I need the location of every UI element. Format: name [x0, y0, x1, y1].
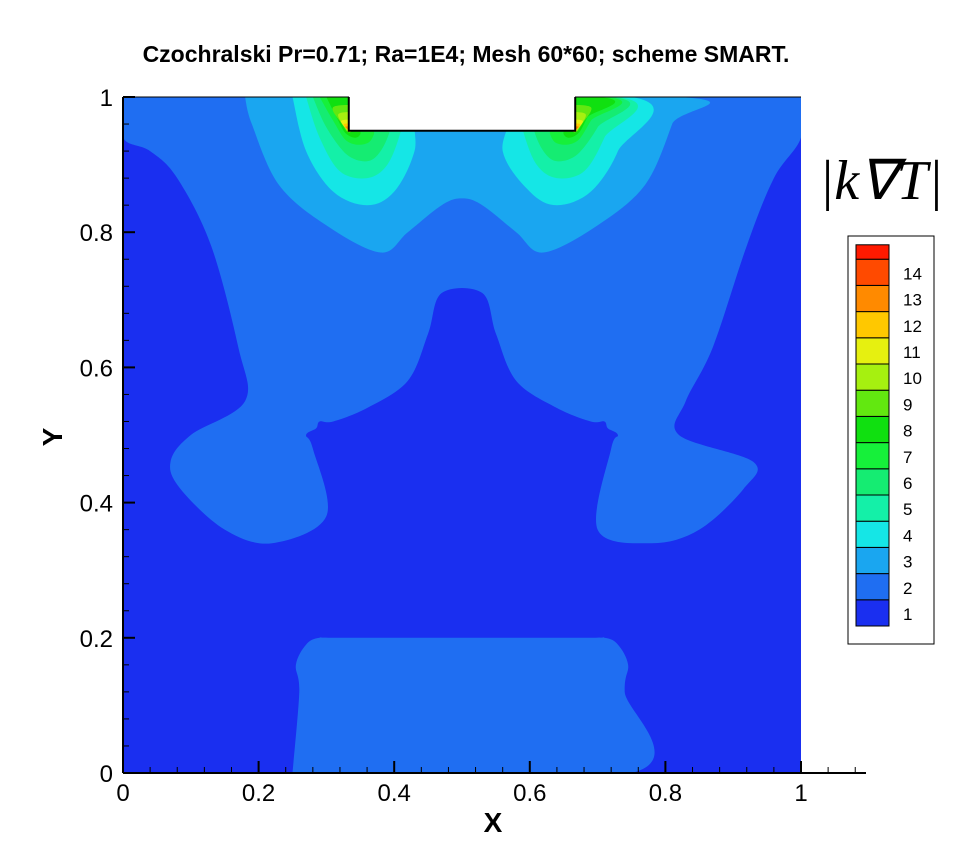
legend-swatch — [855, 337, 890, 365]
crystal-region — [348, 97, 576, 131]
legend-label: 8 — [903, 422, 912, 441]
legend-label: 6 — [903, 474, 912, 493]
legend-swatch — [855, 468, 890, 496]
contour-region-level-2 — [292, 637, 655, 773]
legend-label: 11 — [903, 343, 921, 362]
legend-label: 12 — [903, 317, 922, 336]
legend-swatch — [855, 546, 890, 575]
legend-label: 10 — [903, 369, 922, 388]
legend-label: 3 — [903, 553, 912, 572]
y-tick-label: 0.6 — [80, 355, 113, 382]
x-tick-label: 0.6 — [513, 780, 546, 807]
legend-label: 9 — [903, 395, 912, 414]
contour-region-level-2 — [123, 97, 801, 544]
legend-swatch — [855, 311, 890, 339]
chart-title: Czochralski Pr=0.71; Ra=1E4; Mesh 60*60;… — [143, 41, 790, 67]
x-ticks: 0 0.2 0.4 0.6 0.8 1 — [116, 761, 856, 807]
legend-swatch — [855, 244, 890, 260]
colorbar-title: |k∇T| — [819, 150, 943, 212]
y-tick-label: 1 — [100, 85, 113, 112]
y-tick-label: 0 — [100, 761, 113, 788]
x-tick-label: 0.8 — [649, 780, 682, 807]
legend-label: 5 — [903, 500, 912, 519]
x-tick-label: 1 — [794, 780, 807, 807]
legend-swatch — [855, 415, 890, 444]
legend-swatch — [855, 389, 890, 417]
axes: 0 0.2 0.4 0.6 0.8 1 0 0.2 0.4 0.6 0.8 1 — [80, 85, 866, 807]
y-tick-label: 0.4 — [80, 491, 113, 518]
legend-swatch — [855, 363, 890, 391]
x-tick-label: 0.4 — [378, 780, 411, 807]
legend-label: 7 — [903, 448, 912, 467]
y-tick-label: 0.8 — [80, 220, 113, 247]
legend-swatches — [855, 244, 890, 627]
legend-label: 2 — [903, 579, 912, 598]
y-axis-label: Y — [37, 427, 68, 446]
legend-label: 14 — [903, 264, 922, 283]
legend-label: 1 — [903, 605, 912, 624]
legend-swatch — [855, 442, 890, 470]
plot-area — [123, 97, 801, 773]
legend-swatch — [855, 599, 890, 627]
y-tick-label: 0.2 — [80, 626, 113, 653]
legend-swatch — [855, 494, 890, 522]
legend-swatch — [855, 258, 890, 286]
legend-swatch — [855, 520, 890, 548]
crystal-outline — [347, 97, 577, 132]
legend-label: 4 — [903, 526, 912, 545]
x-tick-label: 0 — [116, 780, 129, 807]
legend-label: 13 — [903, 291, 922, 310]
x-tick-label: 0.2 — [242, 780, 275, 807]
y-ticks: 0 0.2 0.4 0.6 0.8 1 — [80, 85, 135, 788]
x-axis-label: X — [484, 807, 503, 838]
legend-swatch — [855, 284, 890, 313]
legend-swatch — [855, 573, 890, 601]
